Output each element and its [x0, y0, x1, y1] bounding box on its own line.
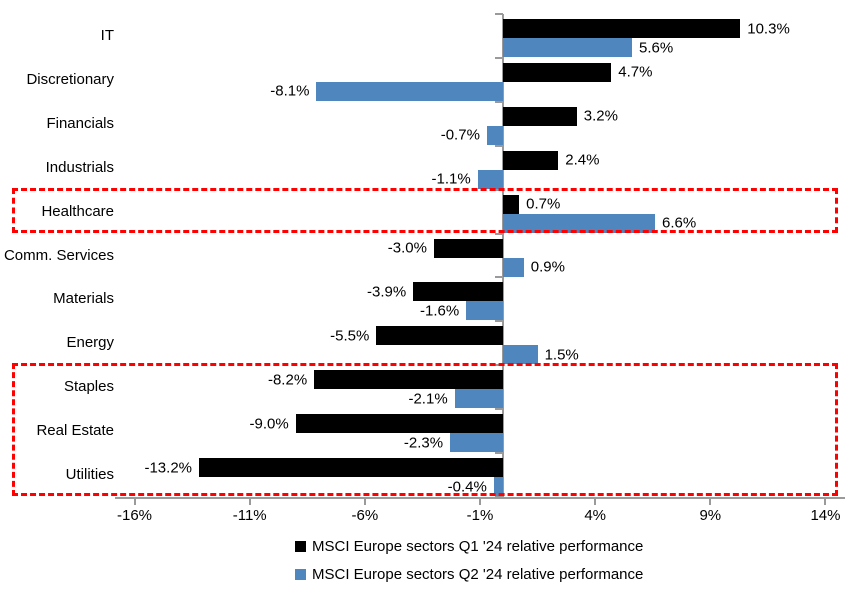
legend-item-q1: MSCI Europe sectors Q1 '24 relative perf… — [295, 538, 643, 555]
value-label: -13.2% — [144, 459, 192, 477]
y-axis-tick — [495, 452, 504, 455]
x-axis-tick — [709, 497, 712, 505]
value-label: -0.7% — [440, 126, 480, 144]
bar-q1 — [503, 106, 577, 126]
bar-q1 — [503, 194, 520, 214]
bar-q2 — [503, 213, 656, 233]
value-label: -3.0% — [387, 239, 427, 257]
bar-q2 — [493, 477, 504, 497]
y-axis-tick — [495, 13, 504, 15]
category-label: IT — [100, 26, 114, 44]
bar-q1 — [503, 19, 741, 38]
x-tick-label: -11% — [232, 507, 267, 524]
highlight-box — [12, 187, 838, 233]
legend-swatch-q1-icon — [295, 541, 306, 552]
x-axis-tick — [479, 497, 481, 505]
legend: MSCI Europe sectors Q1 '24 relative perf… — [295, 538, 643, 583]
bar-q2 — [486, 125, 504, 145]
legend-item-q2: MSCI Europe sectors Q2 '24 relative perf… — [295, 566, 643, 583]
bar-q1 — [295, 414, 504, 434]
category-label: Comm. Services — [3, 246, 114, 264]
legend-label-q1: MSCI Europe sectors Q1 '24 relative perf… — [312, 538, 644, 555]
legend-swatch-q2-icon — [295, 569, 306, 580]
x-tick-label: 14% — [810, 507, 841, 524]
y-axis-tick — [495, 276, 504, 279]
category-label: Utilities — [65, 466, 114, 484]
bar-q2 — [503, 345, 538, 365]
x-tick-label: -6% — [351, 507, 379, 524]
value-label: -9.0% — [249, 415, 289, 433]
y-axis-tick — [495, 232, 504, 235]
x-tick-label: -1% — [466, 507, 494, 524]
bar-q2 — [503, 38, 632, 57]
category-label: Energy — [66, 334, 114, 352]
value-label: 10.3% — [747, 20, 790, 37]
value-label: 5.6% — [639, 39, 674, 56]
value-label: -0.4% — [447, 478, 487, 496]
y-axis-tick — [495, 100, 504, 103]
category-label: Discretionary — [26, 70, 114, 88]
category-label: Healthcare — [41, 202, 114, 220]
value-label: -2.3% — [403, 434, 444, 452]
value-label: -3.9% — [367, 283, 407, 301]
x-axis-tick — [824, 497, 827, 505]
legend-label-q2: MSCI Europe sectors Q2 '24 relative perf… — [312, 566, 644, 583]
value-label: -1.6% — [419, 302, 460, 320]
bar-q2 — [503, 257, 524, 277]
bar-q2 — [477, 169, 504, 189]
category-label: Real Estate — [36, 422, 114, 440]
value-label: 3.2% — [583, 107, 618, 125]
y-axis-tick — [495, 408, 504, 411]
category-label: Materials — [53, 290, 114, 308]
value-label: 2.4% — [565, 151, 600, 169]
x-tick-label: 9% — [699, 507, 722, 524]
bar-q1 — [199, 458, 504, 478]
y-axis-tick — [495, 144, 504, 147]
bar-q2 — [466, 301, 504, 321]
x-tick-label: -16% — [117, 507, 153, 524]
bar-q1 — [503, 62, 612, 82]
y-axis-tick — [495, 320, 504, 323]
x-axis-tick — [133, 497, 136, 505]
value-label: -8.2% — [267, 371, 308, 389]
bar-q1 — [433, 238, 504, 258]
value-label: -1.1% — [431, 170, 471, 188]
bar-q2 — [316, 81, 504, 101]
value-label: 0.9% — [530, 258, 565, 276]
value-label: 0.7% — [526, 195, 561, 213]
category-label: Industrials — [45, 158, 114, 176]
y-axis-tick — [495, 56, 504, 59]
x-axis-tick — [594, 497, 597, 505]
x-axis-tick — [248, 497, 251, 505]
y-axis-line — [502, 14, 505, 498]
category-label: Financials — [46, 114, 114, 132]
value-label: -8.1% — [270, 82, 310, 100]
category-label: Staples — [63, 378, 114, 396]
bar-q1 — [503, 150, 559, 170]
bar-q2 — [450, 433, 504, 453]
value-label: -5.5% — [330, 327, 370, 345]
value-label: 4.7% — [618, 63, 653, 81]
bar-q1 — [376, 326, 504, 346]
bar-q2 — [454, 389, 504, 409]
value-label: -2.1% — [408, 390, 448, 408]
value-label: 6.6% — [662, 214, 697, 232]
x-tick-label: 4% — [584, 507, 606, 524]
bar-q1 — [413, 282, 504, 302]
x-axis-tick — [363, 497, 366, 505]
bar-q1 — [314, 370, 504, 390]
value-label: 1.5% — [544, 346, 579, 364]
